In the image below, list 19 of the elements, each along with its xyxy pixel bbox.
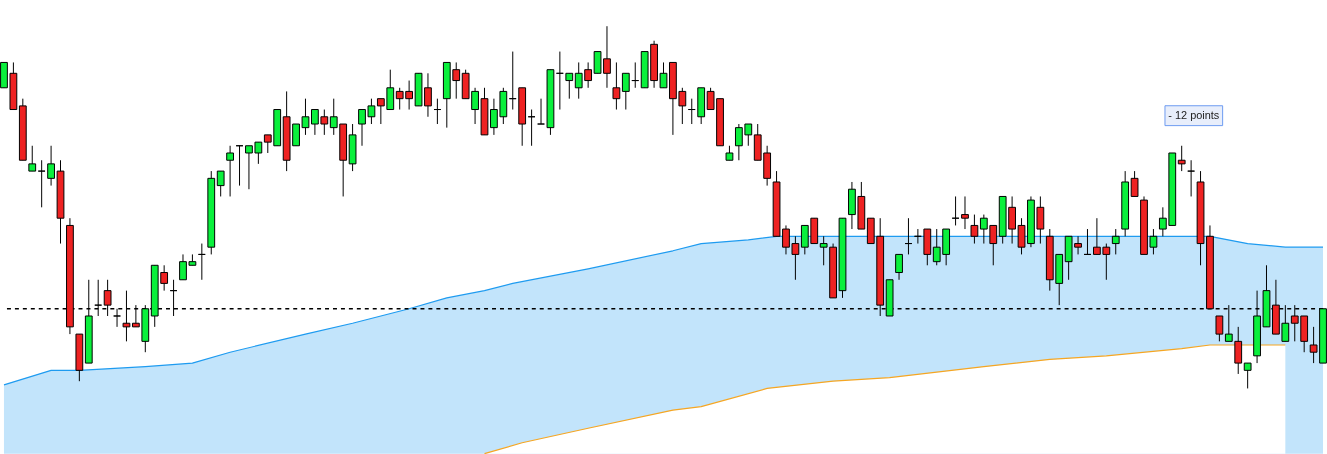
candlestick bbox=[1187, 159, 1196, 197]
candlestick bbox=[621, 72, 630, 111]
candlestick bbox=[1130, 170, 1139, 197]
candlestick bbox=[1177, 145, 1186, 172]
candlestick bbox=[113, 308, 121, 328]
annotation: - 12 points bbox=[1168, 108, 1220, 121]
candlestick bbox=[612, 61, 621, 111]
candlestick bbox=[1243, 362, 1252, 389]
candlestick bbox=[895, 253, 903, 281]
candlestick bbox=[1111, 228, 1120, 255]
candlestick bbox=[537, 98, 545, 125]
candlestick bbox=[961, 195, 969, 230]
candlestick bbox=[28, 145, 37, 172]
candlestick bbox=[970, 214, 979, 245]
candlestick bbox=[37, 159, 46, 208]
candlestick bbox=[216, 170, 225, 197]
candlestick bbox=[1215, 315, 1224, 342]
candlestick bbox=[565, 72, 574, 100]
candlestick bbox=[226, 145, 234, 197]
